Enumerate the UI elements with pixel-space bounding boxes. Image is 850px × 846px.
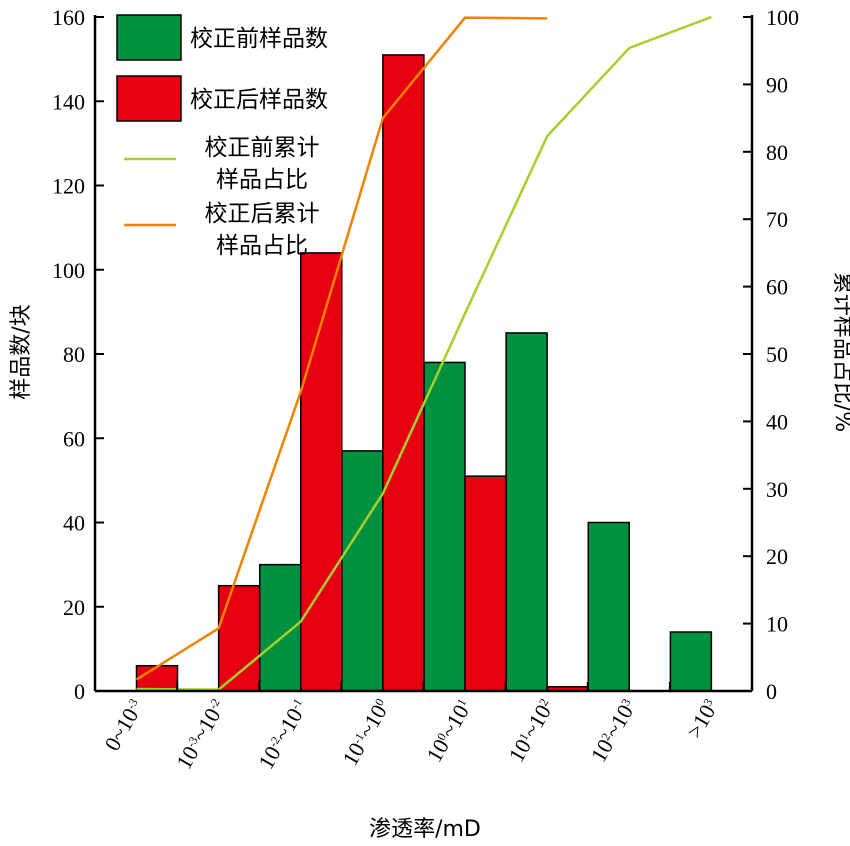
legend-swatch-after bbox=[116, 75, 182, 122]
x-tick-label: 10-1~100 bbox=[337, 695, 395, 770]
y2-tick-label: 60 bbox=[766, 275, 788, 300]
legend-label-line-after: 校正后累计样品占比 bbox=[205, 201, 320, 259]
y2-tick-label: 100 bbox=[766, 5, 799, 30]
y2-tick-label: 40 bbox=[766, 409, 788, 434]
y2-tick-label: 10 bbox=[766, 612, 788, 637]
bar-before-6 bbox=[587, 521, 630, 692]
x-axis-label: 渗透率/mD bbox=[369, 817, 481, 842]
y-tick-label: 100 bbox=[52, 258, 85, 283]
bar-after-1 bbox=[217, 584, 261, 692]
line-after-cumulative bbox=[135, 16, 548, 681]
bar-before-4 bbox=[423, 361, 466, 692]
bars-layer bbox=[135, 54, 713, 692]
y-tick-label: 20 bbox=[63, 595, 85, 620]
legend-label-line-before: 校正前累计样品占比 bbox=[205, 135, 320, 193]
y-tick-label: 40 bbox=[63, 511, 85, 536]
bar-before-7 bbox=[669, 631, 713, 692]
y2-tick-label: 90 bbox=[766, 72, 788, 97]
y2-tick-label: 70 bbox=[766, 207, 788, 232]
y-tick-label: 0 bbox=[74, 679, 85, 704]
y-axis-label: 样品数/块 bbox=[9, 304, 34, 399]
y-tick-label: 140 bbox=[52, 89, 85, 114]
bar-after-2 bbox=[300, 252, 343, 692]
bar-before-3 bbox=[341, 450, 384, 692]
y-tick-label: 80 bbox=[63, 342, 85, 367]
bar-after-4 bbox=[464, 475, 507, 692]
bar-after-0 bbox=[135, 664, 179, 692]
y-tick-label: 60 bbox=[63, 426, 85, 451]
legend-label-after: 校正后样品数 bbox=[190, 87, 328, 113]
y2-tick-label: 20 bbox=[766, 544, 788, 569]
y2-tick-label: 0 bbox=[766, 679, 777, 704]
y2-tick-label: 30 bbox=[766, 477, 788, 502]
x-tick-label: 0~10-3 bbox=[99, 695, 148, 755]
y2-axis-label: 累计样品占比/% bbox=[830, 272, 850, 432]
y-tick-label: 160 bbox=[52, 5, 85, 30]
x-tick-label: 100~101 bbox=[421, 695, 477, 766]
x-tick-label: 101~102 bbox=[503, 695, 559, 766]
x-tick-label: 102~103 bbox=[586, 695, 642, 766]
legend-label-before: 校正前样品数 bbox=[190, 26, 328, 52]
x-tick-label: 10-2~10-1 bbox=[253, 695, 313, 773]
legend-swatch-before bbox=[116, 14, 182, 61]
x-tick-label: 10-3~10-2 bbox=[171, 695, 231, 773]
y2-tick-label: 50 bbox=[766, 342, 788, 367]
lines-layer bbox=[135, 15, 712, 691]
y2-tick-label: 80 bbox=[766, 140, 788, 165]
y-tick-label: 120 bbox=[52, 174, 85, 199]
bar-before-5 bbox=[505, 332, 548, 692]
line-before-cumulative bbox=[136, 15, 712, 691]
x-tick-label: >103 bbox=[681, 695, 723, 743]
bar-after-3 bbox=[382, 54, 425, 692]
